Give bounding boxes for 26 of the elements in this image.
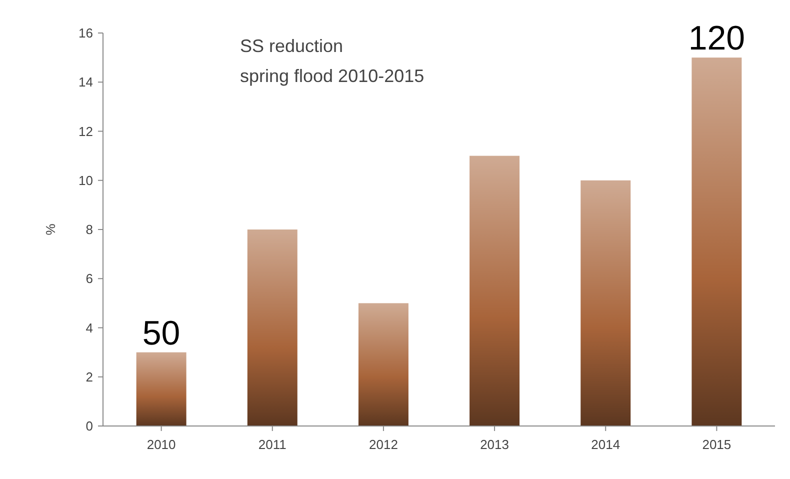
- bar: [136, 352, 186, 426]
- y-tick-label: 8: [86, 222, 93, 238]
- y-tick-label: 4: [86, 320, 93, 336]
- x-tick-label: 2010: [146, 437, 176, 452]
- text: spring flood 2010-2015: [240, 66, 424, 86]
- y-tick-label: 2: [86, 369, 93, 384]
- x-tick-label: 2012: [369, 437, 398, 452]
- bar: [692, 58, 742, 426]
- y-tick-label: 0: [86, 418, 93, 434]
- chart-title: SS reduction: [240, 36, 344, 56]
- bar: [358, 303, 408, 426]
- annotation: 50: [142, 314, 180, 352]
- x-tick-label: 2011: [258, 437, 286, 452]
- x-tick-label: 2014: [591, 437, 620, 452]
- bar: [470, 156, 520, 426]
- annotation: 120: [688, 20, 746, 58]
- y-tick-label: 12: [78, 124, 93, 139]
- y-tick-label: 16: [78, 26, 93, 41]
- y-tick-label: 10: [78, 172, 93, 188]
- x-tick-label: 2015: [702, 437, 732, 452]
- y-tick-label: 6: [86, 271, 93, 286]
- y-tick-label: 14: [78, 74, 93, 90]
- bar: [247, 230, 298, 426]
- y-axis-title: %: [43, 223, 58, 236]
- x-tick-label: 2013: [480, 437, 509, 452]
- bar: [580, 180, 631, 426]
